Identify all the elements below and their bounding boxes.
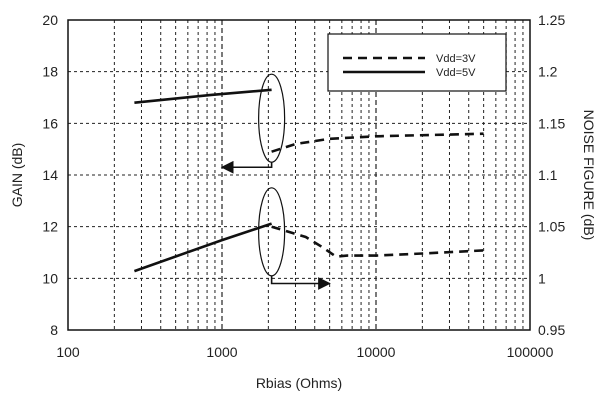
left-tick-label: 12	[42, 219, 58, 235]
legend: Vdd=3V Vdd=5V	[327, 33, 507, 92]
left-axis-title: GAIN (dB)	[9, 143, 25, 208]
series-line-vdd3-right	[271, 225, 484, 258]
tick-labels: 100 1000 10000 100000 8 10 12 14 16 18 20 0.95 1 1.05…	[42, 12, 565, 360]
left-tick-label: 20	[42, 12, 58, 28]
plot-frame	[67, 19, 531, 331]
left-tick-label: 18	[42, 64, 58, 80]
series-line-vdd5-left	[134, 88, 272, 104]
left-tick-label: 14	[42, 167, 58, 183]
legend-label-vdd3: Vdd=3V	[436, 53, 476, 65]
right-tick-label: 1	[538, 270, 546, 286]
right-tick-label: 1.25	[538, 12, 565, 28]
annotation-ellipse-right	[258, 187, 286, 277]
x-axis-title: Rbias (Ohms)	[256, 375, 342, 391]
legend-label-vdd5: Vdd=5V	[436, 67, 476, 79]
x-tick-label: 1000	[206, 344, 237, 360]
annotation-arrow-left	[220, 160, 273, 174]
right-tick-label: 1.2	[538, 64, 558, 80]
right-axis-title: NOISE FIGURE (dB)	[581, 110, 597, 241]
right-tick-label: 1.15	[538, 115, 565, 131]
right-tick-label: 0.95	[538, 322, 565, 338]
annotation-arrow-right	[270, 275, 331, 290]
series-lines	[133, 88, 484, 273]
annotation-ellipse-left	[258, 73, 286, 163]
grid	[68, 20, 530, 330]
x-tick-label: 100000	[507, 344, 554, 360]
right-tick-label: 1.1	[538, 167, 558, 183]
x-tick-label: 100	[56, 344, 80, 360]
left-tick-label: 16	[42, 115, 58, 131]
right-tick-label: 1.05	[538, 219, 565, 235]
left-tick-label: 8	[50, 322, 58, 338]
series-line-vdd3-left	[271, 132, 484, 153]
annotations	[220, 73, 331, 290]
left-tick-label: 10	[42, 270, 58, 286]
series-line-vdd5-right	[133, 222, 273, 273]
x-tick-label: 10000	[357, 344, 396, 360]
legend-box	[327, 33, 507, 92]
